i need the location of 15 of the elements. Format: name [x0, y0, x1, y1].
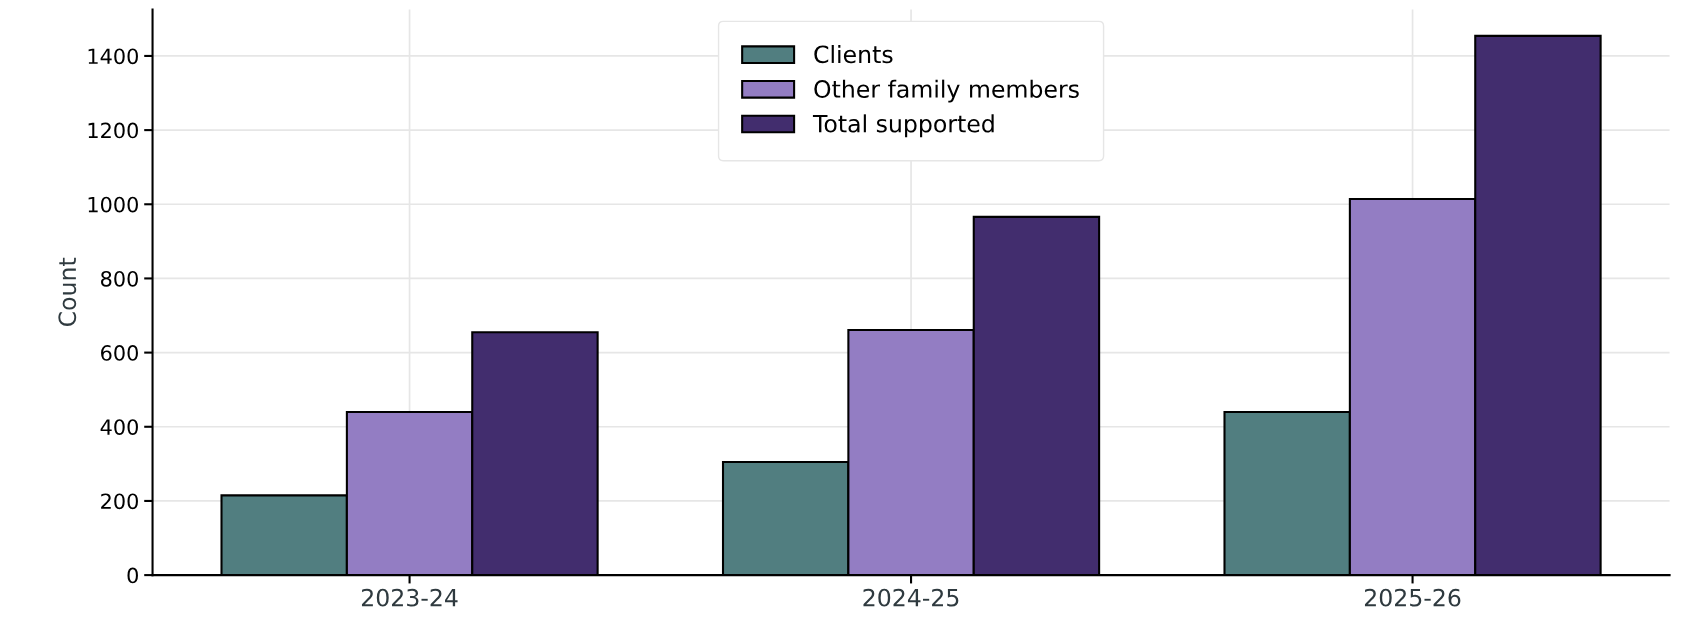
x-tick-label: 2023-24 [361, 588, 458, 607]
y-tick-label: 200 [101, 493, 138, 510]
x-tick-label: 2024-25 [863, 588, 959, 607]
y-tick-label: 800 [101, 270, 138, 287]
y-tick-label: 1200 [88, 122, 138, 139]
y-tick-label: 400 [100, 419, 138, 435]
legend-label: Total supported [812, 114, 994, 138]
legend-label: Clients [814, 45, 893, 64]
legend-label: Other family members [814, 79, 1079, 103]
y-tick-label: 600 [101, 345, 138, 361]
y-tick-label: 1000 [88, 196, 138, 213]
x-tick-label: 2025-26 [1364, 588, 1461, 607]
y-tick-label: 0 [127, 567, 138, 584]
y-tick-label: 1400 [88, 48, 138, 65]
y-axis-title: Count [58, 257, 77, 327]
